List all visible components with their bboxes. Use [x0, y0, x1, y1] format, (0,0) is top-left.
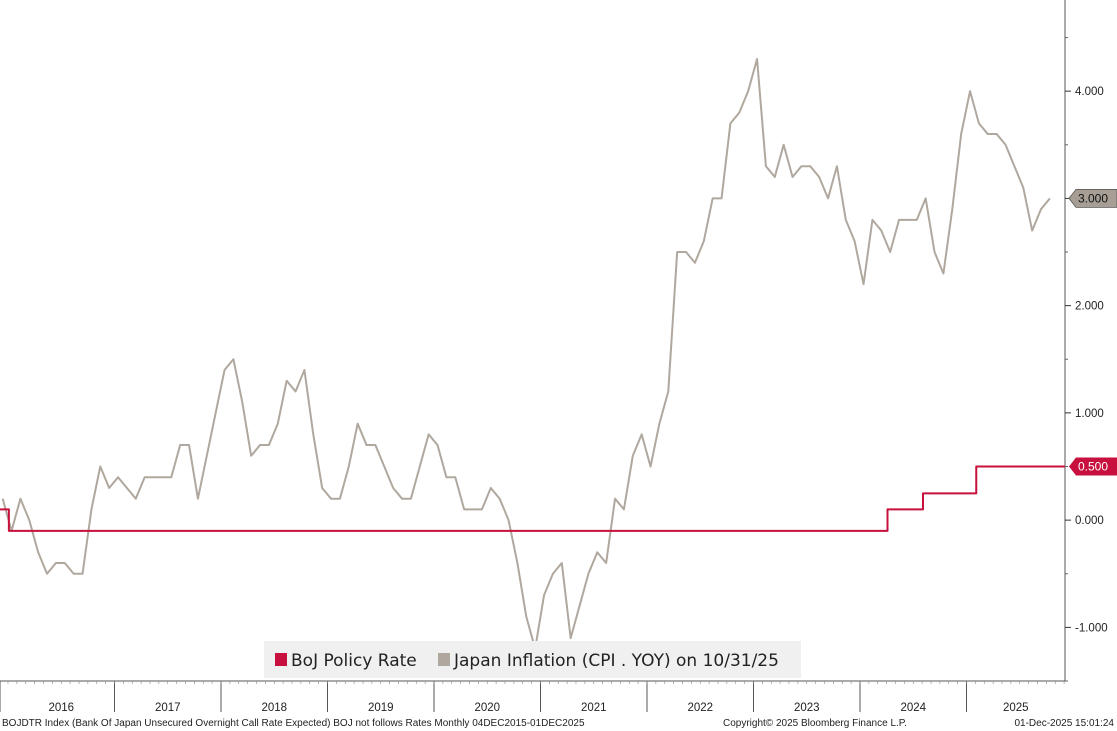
x-year-label: 2019 — [368, 702, 394, 714]
y-tick-label: 2.000 — [1075, 301, 1104, 313]
x-year-label: 2024 — [900, 702, 926, 714]
x-year-label: 2025 — [1003, 702, 1029, 714]
legend-label-boj: BoJ Policy Rate — [291, 651, 417, 671]
series-line-boj — [0, 465, 1065, 532]
y-tick-label: -1.000 — [1075, 622, 1108, 634]
footer-timestamp: 01-Dec-2025 15:01:24 — [1014, 718, 1114, 729]
y-tick-label: 4.000 — [1075, 86, 1104, 98]
footer: BOJDTR Index (Bank Of Japan Unsecured Ov… — [2, 718, 1114, 729]
footer-description: BOJDTR Index (Bank Of Japan Unsecured Ov… — [2, 718, 585, 729]
legend-label-cpi: Japan Inflation (CPI . YOY) on 10/31/25 — [453, 651, 779, 671]
x-year-label: 2017 — [155, 702, 181, 714]
legend-box — [264, 641, 801, 678]
legend: BoJ Policy Rate Japan Inflation (CPI . Y… — [264, 641, 801, 678]
x-axis-ticks: 2016 2017 2018 2019 2020 2021 2022 2023 2024 2025 — [7, 681, 1065, 714]
x-year-label: 2016 — [48, 702, 74, 714]
footer-copyright: Copyright© 2025 Bloomberg Finance L.P. — [723, 718, 907, 729]
last-value-label-cpi: 3.000 — [1078, 191, 1108, 205]
x-year-label: 2023 — [794, 702, 820, 714]
legend-swatch-cpi — [438, 653, 450, 666]
last-value-badge-cpi — [1068, 189, 1117, 208]
y-tick-label: 0.000 — [1075, 515, 1104, 527]
x-year-label: 2021 — [581, 702, 607, 714]
last-value-label-boj: 0.500 — [1078, 460, 1108, 474]
legend-swatch-boj — [275, 653, 287, 666]
x-year-label: 2020 — [474, 702, 500, 714]
y-tick-label: 1.000 — [1075, 408, 1104, 420]
series-line-cpi — [1, 57, 1051, 650]
x-year-label: 2018 — [261, 702, 287, 714]
last-value-badges: 3.000 0.500 — [1068, 189, 1117, 476]
x-year-label: 2022 — [687, 702, 713, 714]
last-value-badge-boj — [1069, 457, 1117, 476]
series-layer — [0, 57, 1065, 650]
